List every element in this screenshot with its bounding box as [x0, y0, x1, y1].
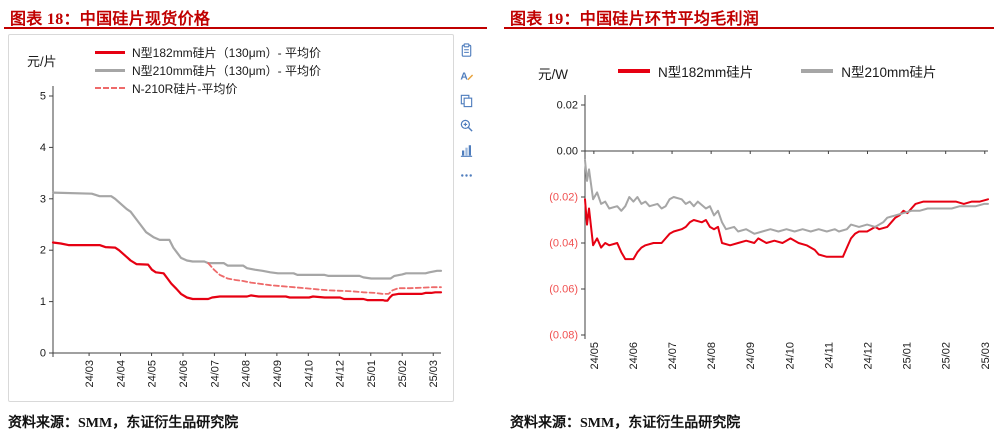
- chart-type-button[interactable]: [456, 140, 476, 160]
- red-line-sample: [618, 69, 650, 73]
- figure-18-title: 图表 18：中国硅片现货价格: [10, 11, 211, 28]
- svg-text:24/06: 24/06: [178, 360, 190, 388]
- svg-text:(0.04): (0.04): [549, 238, 578, 250]
- figure-19-title: 图表 19：中国硅片环节平均毛利润: [510, 11, 760, 28]
- gray-line-sample: [95, 68, 125, 72]
- svg-text:25/01: 25/01: [902, 342, 914, 370]
- clipboard-icon: [461, 42, 471, 57]
- svg-text:24/12: 24/12: [334, 360, 346, 388]
- svg-text:2: 2: [40, 245, 46, 257]
- wafer-gross-profit-chart[interactable]: 0.02 0.00 (0.02) (0.04) (0.06) (0.08) 24/05 24/…: [500, 34, 1000, 402]
- svg-text:24/08: 24/08: [240, 360, 252, 388]
- svg-text:25/03: 25/03: [980, 342, 992, 370]
- svg-text:25/01: 25/01: [366, 360, 378, 388]
- svg-text:24/03: 24/03: [84, 360, 96, 388]
- svg-text:24/04: 24/04: [116, 360, 128, 388]
- chart-floating-toolbar: A: [456, 40, 476, 185]
- legend-label-210mm: N型210mm硅片: [841, 65, 937, 80]
- wafer-spot-price-chart[interactable]: 0 1 2 3 4 5 24/03 24/04 24/05 24/06 24/07 24/08 24/0…: [8, 34, 454, 402]
- right-chart-legend: N型182mm硅片 N型210mm硅片: [618, 61, 937, 81]
- copy-chart-button[interactable]: [456, 90, 476, 110]
- svg-text:24/07: 24/07: [667, 342, 679, 370]
- svg-text:24/09: 24/09: [745, 342, 757, 370]
- svg-text:(0.06): (0.06): [549, 284, 578, 296]
- more-options-button[interactable]: [456, 165, 476, 185]
- legend-item-210mm: N型210mm硅片（130μm）- 平均价: [95, 62, 321, 78]
- figure-18-title-rule: [4, 27, 487, 29]
- font-settings-button[interactable]: A: [456, 65, 476, 85]
- zoom-button[interactable]: [456, 115, 476, 135]
- svg-text:(0.08): (0.08): [549, 330, 578, 342]
- svg-text:0.02: 0.02: [557, 100, 578, 112]
- svg-text:25/03: 25/03: [428, 360, 440, 388]
- legend-label-182mm: N型182mm硅片（130μm）- 平均价: [132, 45, 321, 60]
- svg-text:24/06: 24/06: [628, 342, 640, 370]
- figure-18-source: 资料来源：SMM，东证衍生品研究院: [8, 416, 239, 431]
- red-line-sample: [95, 50, 125, 54]
- svg-text:24/09: 24/09: [272, 360, 284, 388]
- svg-text:(0.02): (0.02): [549, 192, 578, 204]
- svg-text:24/10: 24/10: [784, 342, 796, 370]
- svg-text:1: 1: [40, 296, 46, 308]
- svg-text:24/12: 24/12: [863, 342, 875, 370]
- zoom-in-icon: [460, 119, 473, 132]
- wafer-spot-price-chart-canvas: 0 1 2 3 4 5 24/03 24/04 24/05 24/06 24/07 24/08 24/0…: [40, 86, 443, 388]
- left-y-axis-unit: 元/片: [27, 54, 57, 69]
- chart-type-icon: [460, 144, 472, 157]
- svg-text:24/08: 24/08: [706, 342, 718, 370]
- left-chart-legend: N型182mm硅片（130μm）- 平均价 N型210mm硅片（130μm）- …: [95, 44, 321, 96]
- right-y-axis-unit: 元/W: [538, 67, 568, 82]
- svg-text:24/10: 24/10: [303, 360, 315, 388]
- svg-text:0: 0: [40, 348, 46, 360]
- figure-19-title-rule: [504, 27, 994, 29]
- svg-text:24/05: 24/05: [589, 342, 601, 370]
- svg-text:24/07: 24/07: [209, 360, 221, 388]
- legend-item-210r: N-210R硅片-平均价: [95, 80, 321, 96]
- legend-item-182mm: N型182mm硅片（130μm）- 平均价: [95, 44, 321, 60]
- font-edit-icon: A: [460, 71, 473, 82]
- legend-item-210mm: N型210mm硅片: [801, 61, 937, 81]
- svg-text:3: 3: [40, 193, 46, 205]
- svg-text:25/02: 25/02: [397, 360, 409, 388]
- legend-label-210r: N-210R硅片-平均价: [132, 81, 238, 96]
- copy-icon: [460, 94, 472, 107]
- svg-text:4: 4: [40, 142, 46, 154]
- wafer-gross-profit-chart-canvas: 0.02 0.00 (0.02) (0.04) (0.06) (0.08) 24/05 24/…: [549, 95, 992, 370]
- svg-text:5: 5: [40, 91, 46, 103]
- svg-text:25/02: 25/02: [941, 342, 953, 370]
- more-icon: [460, 173, 472, 177]
- svg-text:0.00: 0.00: [557, 146, 578, 158]
- svg-text:24/05: 24/05: [147, 360, 159, 388]
- legend-label-182mm: N型182mm硅片: [658, 65, 754, 80]
- svg-text:24/11: 24/11: [823, 342, 835, 369]
- svg-text:A: A: [460, 71, 468, 82]
- paste-options-button[interactable]: [456, 40, 476, 60]
- figure-19-source: 资料来源：SMM，东证衍生品研究院: [510, 416, 741, 431]
- gray-line-sample: [801, 69, 834, 73]
- legend-item-182mm: N型182mm硅片: [618, 61, 753, 81]
- dashed-line-sample: [95, 87, 125, 89]
- legend-label-210mm: N型210mm硅片（130μm）- 平均价: [132, 63, 321, 78]
